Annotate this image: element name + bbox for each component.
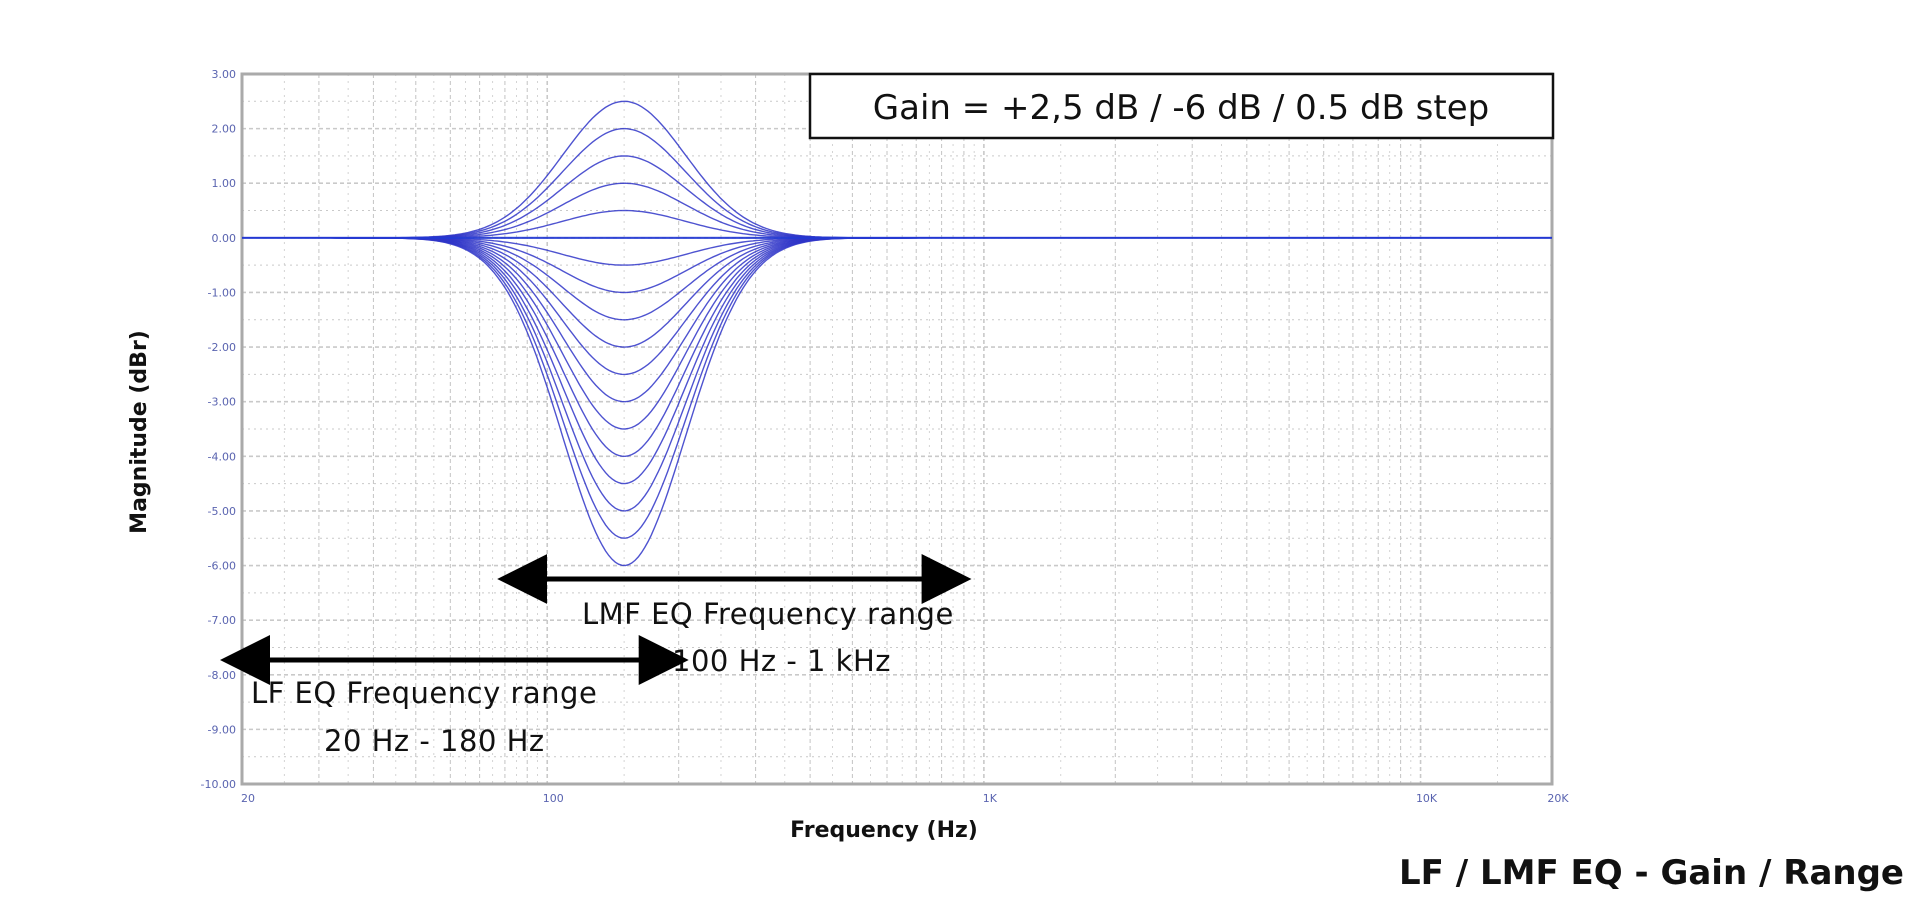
y-tick-label: -6.00 <box>208 560 236 573</box>
y-tick-label: 1.00 <box>212 177 237 190</box>
y-tick-label: -3.00 <box>208 396 236 409</box>
y-tick-label: -9.00 <box>208 723 236 736</box>
y-tick-label: -5.00 <box>208 505 236 518</box>
y-tick-label: 3.00 <box>212 68 237 81</box>
chart-title: LF / LMF EQ - Gain / Range <box>1399 853 1904 893</box>
lf-range-values: 20 Hz - 180 Hz <box>324 724 545 758</box>
x-tick-label: 100 <box>543 792 564 805</box>
y-tick-label: -8.00 <box>208 669 236 682</box>
y-tick-label: -1.00 <box>208 286 236 299</box>
y-tick-label: -2.00 <box>208 341 236 354</box>
lmf-range-label: LMF EQ Frequency range <box>582 597 954 631</box>
y-tick-label: 0.00 <box>212 232 237 245</box>
x-tick-label: 20 <box>241 792 255 805</box>
gain-annotation: Gain = +2,5 dB / -6 dB / 0.5 dB step <box>808 72 1555 140</box>
y-tick-labels: 3.00 2.00 1.00 0.00 -1.00 -2.00 -3.00 -4.00 -5.0… <box>201 68 236 791</box>
lf-range-annotation: LF EQ Frequency range 20 Hz - 180 Hz <box>220 635 689 758</box>
y-tick-label: -4.00 <box>208 450 236 463</box>
y-tick-label: 2.00 <box>212 123 237 136</box>
x-tick-label: 20K <box>1547 792 1569 805</box>
x-tick-label: 10K <box>1416 792 1438 805</box>
x-tick-label: 1K <box>983 792 998 805</box>
gain-annotation-box <box>808 72 1555 140</box>
lf-range-label: LF EQ Frequency range <box>251 676 597 710</box>
x-tick-labels: 20 100 1K 10K 20K <box>241 792 1569 805</box>
y-tick-label: -7.00 <box>208 614 236 627</box>
gain-annotation-text: Gain = +2,5 dB / -6 dB / 0.5 dB step <box>873 88 1489 128</box>
lmf-range-values: 100 Hz - 1 kHz <box>672 644 891 678</box>
y-axis-label: Magnitude (dBr) <box>127 330 152 534</box>
y-tick-label: -10.00 <box>201 778 236 791</box>
x-axis-label: Frequency (Hz) <box>790 818 978 843</box>
curves <box>242 100 1552 567</box>
lmf-range-annotation: LMF EQ Frequency range 100 Hz - 1 kHz <box>497 554 972 678</box>
